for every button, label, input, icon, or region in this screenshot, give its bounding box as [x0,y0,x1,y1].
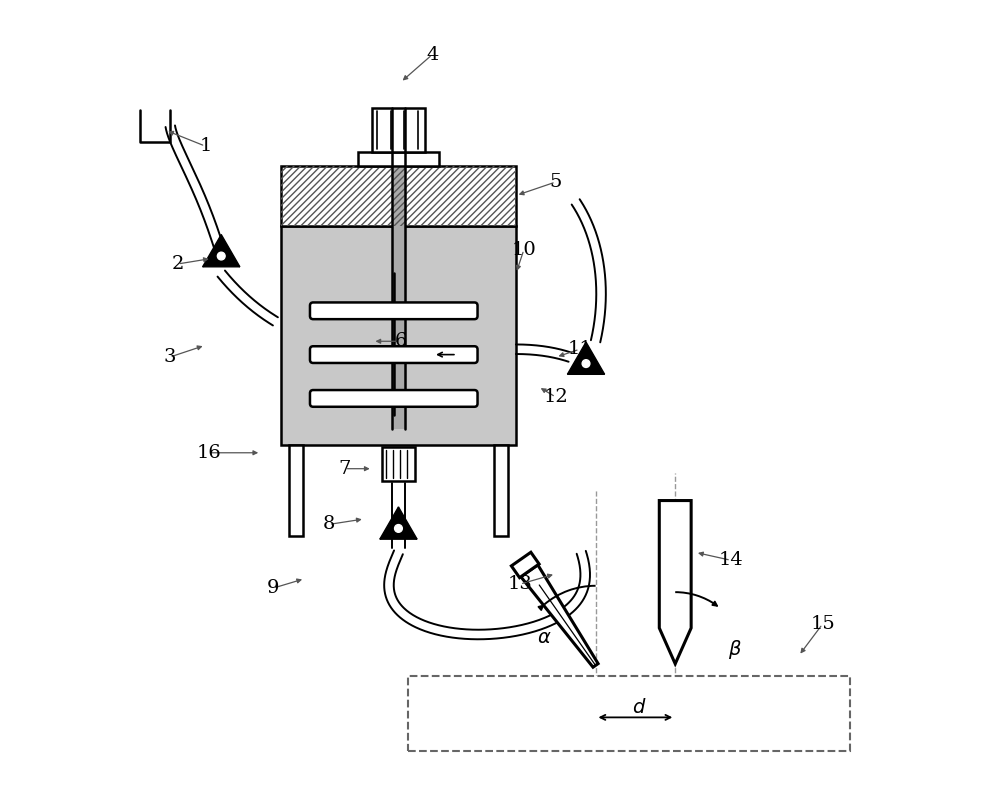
Polygon shape [380,529,417,539]
Text: 1: 1 [199,137,212,155]
Polygon shape [567,342,586,375]
Bar [289,445,303,537]
Bar [358,152,439,166]
Text: $\alpha$: $\alpha$ [537,628,551,647]
Text: 12: 12 [543,388,568,406]
Bar [494,445,508,537]
Text: 3: 3 [163,348,176,367]
Polygon shape [398,507,417,539]
FancyBboxPatch shape [310,346,478,363]
Bar [281,166,516,226]
Text: 7: 7 [339,460,351,478]
FancyBboxPatch shape [310,302,478,319]
Bar [281,166,516,226]
Polygon shape [380,507,398,539]
Text: 11: 11 [567,340,592,358]
Text: 5: 5 [550,173,562,191]
Polygon shape [203,234,221,267]
Polygon shape [511,553,539,577]
Text: $\beta$: $\beta$ [728,638,742,661]
Bar [372,108,425,152]
Text: 6: 6 [394,332,407,350]
Text: 10: 10 [512,241,536,259]
Circle shape [582,359,590,367]
Text: 8: 8 [323,516,335,533]
Bar [382,448,415,480]
Bar [281,226,516,445]
FancyBboxPatch shape [310,390,478,407]
Polygon shape [586,342,605,375]
Polygon shape [659,500,691,664]
Text: 4: 4 [426,46,438,63]
Bar [408,676,850,751]
Text: 13: 13 [507,575,532,593]
Text: 9: 9 [267,579,279,597]
Text: 15: 15 [810,615,835,633]
Text: 14: 14 [719,551,743,569]
Circle shape [217,252,225,260]
Circle shape [395,525,402,533]
Polygon shape [203,256,240,267]
Polygon shape [567,363,605,375]
Text: 2: 2 [171,255,184,273]
Polygon shape [521,565,598,667]
Text: $d$: $d$ [632,699,647,717]
Bar [392,108,405,429]
Polygon shape [221,234,240,267]
Text: 16: 16 [197,444,222,462]
